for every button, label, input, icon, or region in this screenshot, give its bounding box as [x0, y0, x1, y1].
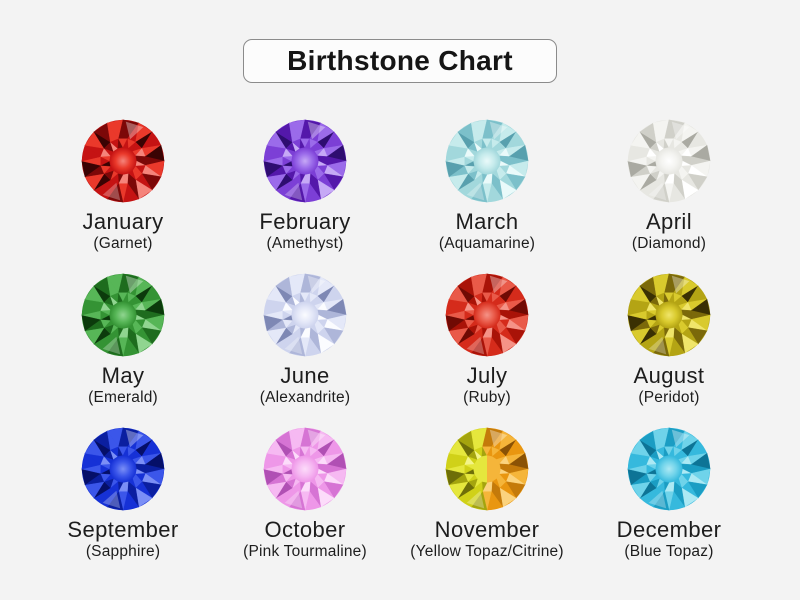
page-title: Birthstone Chart [287, 45, 513, 76]
blue-topaz-gem-image [627, 427, 711, 511]
stone-label: (Peridot) [638, 389, 700, 407]
birthstone-cell-december: December (Blue Topaz) [578, 427, 760, 581]
birthstone-cell-may: May (Emerald) [32, 273, 214, 427]
birthstone-cell-february: February (Amethyst) [214, 119, 396, 273]
month-label: September [67, 517, 179, 542]
stone-label: (Aquamarine) [438, 235, 536, 253]
month-label: June [280, 363, 330, 388]
stone-label: (Yellow Topaz/Citrine) [410, 543, 564, 561]
birthstone-cell-october: October (Pink Tourmaline) [214, 427, 396, 581]
month-label: February [259, 209, 351, 234]
chart-title-box: Birthstone Chart [243, 39, 557, 83]
birthstone-cell-march: March (Aquamarine) [396, 119, 578, 273]
month-label: May [101, 363, 145, 388]
peridot-gem-image [627, 273, 711, 357]
birthstone-cell-august: August (Peridot) [578, 273, 760, 427]
month-label: December [616, 517, 722, 542]
month-label: August [633, 363, 705, 388]
amethyst-gem-image [263, 119, 347, 203]
diamond-gem-image [627, 119, 711, 203]
ruby-gem-image [445, 273, 529, 357]
birthstone-cell-july: July (Ruby) [396, 273, 578, 427]
pink-tourmaline-gem-image [263, 427, 347, 511]
birthstone-grid: January (Garnet) February (Amethyst) Mar… [32, 119, 760, 581]
month-label: March [455, 209, 519, 234]
sapphire-gem-image [81, 427, 165, 511]
stone-label: (Emerald) [88, 389, 158, 407]
stone-label: (Blue Topaz) [624, 543, 714, 561]
stone-label: (Pink Tourmaline) [243, 543, 367, 561]
stone-label: (Ruby) [463, 389, 511, 407]
alexandrite-gem-image [263, 273, 347, 357]
garnet-gem-image [81, 119, 165, 203]
month-label: April [645, 209, 692, 234]
emerald-gem-image [81, 273, 165, 357]
stone-label: (Diamond) [631, 235, 707, 253]
month-label: July [466, 363, 508, 388]
birthstone-cell-april: April (Diamond) [578, 119, 760, 273]
aquamarine-gem-image [445, 119, 529, 203]
birthstone-cell-january: January (Garnet) [32, 119, 214, 273]
stone-label: (Sapphire) [85, 543, 161, 561]
stone-label: (Amethyst) [266, 235, 344, 253]
stone-label: (Alexandrite) [259, 389, 351, 407]
yellow-topaz-citrine-gem-image [445, 427, 529, 511]
stone-label: (Garnet) [93, 235, 153, 253]
month-label: October [264, 517, 346, 542]
month-label: January [82, 209, 164, 234]
month-label: November [434, 517, 540, 542]
birthstone-cell-november: November (Yellow Topaz/Citrine) [396, 427, 578, 581]
birthstone-cell-september: September (Sapphire) [32, 427, 214, 581]
birthstone-cell-june: June (Alexandrite) [214, 273, 396, 427]
